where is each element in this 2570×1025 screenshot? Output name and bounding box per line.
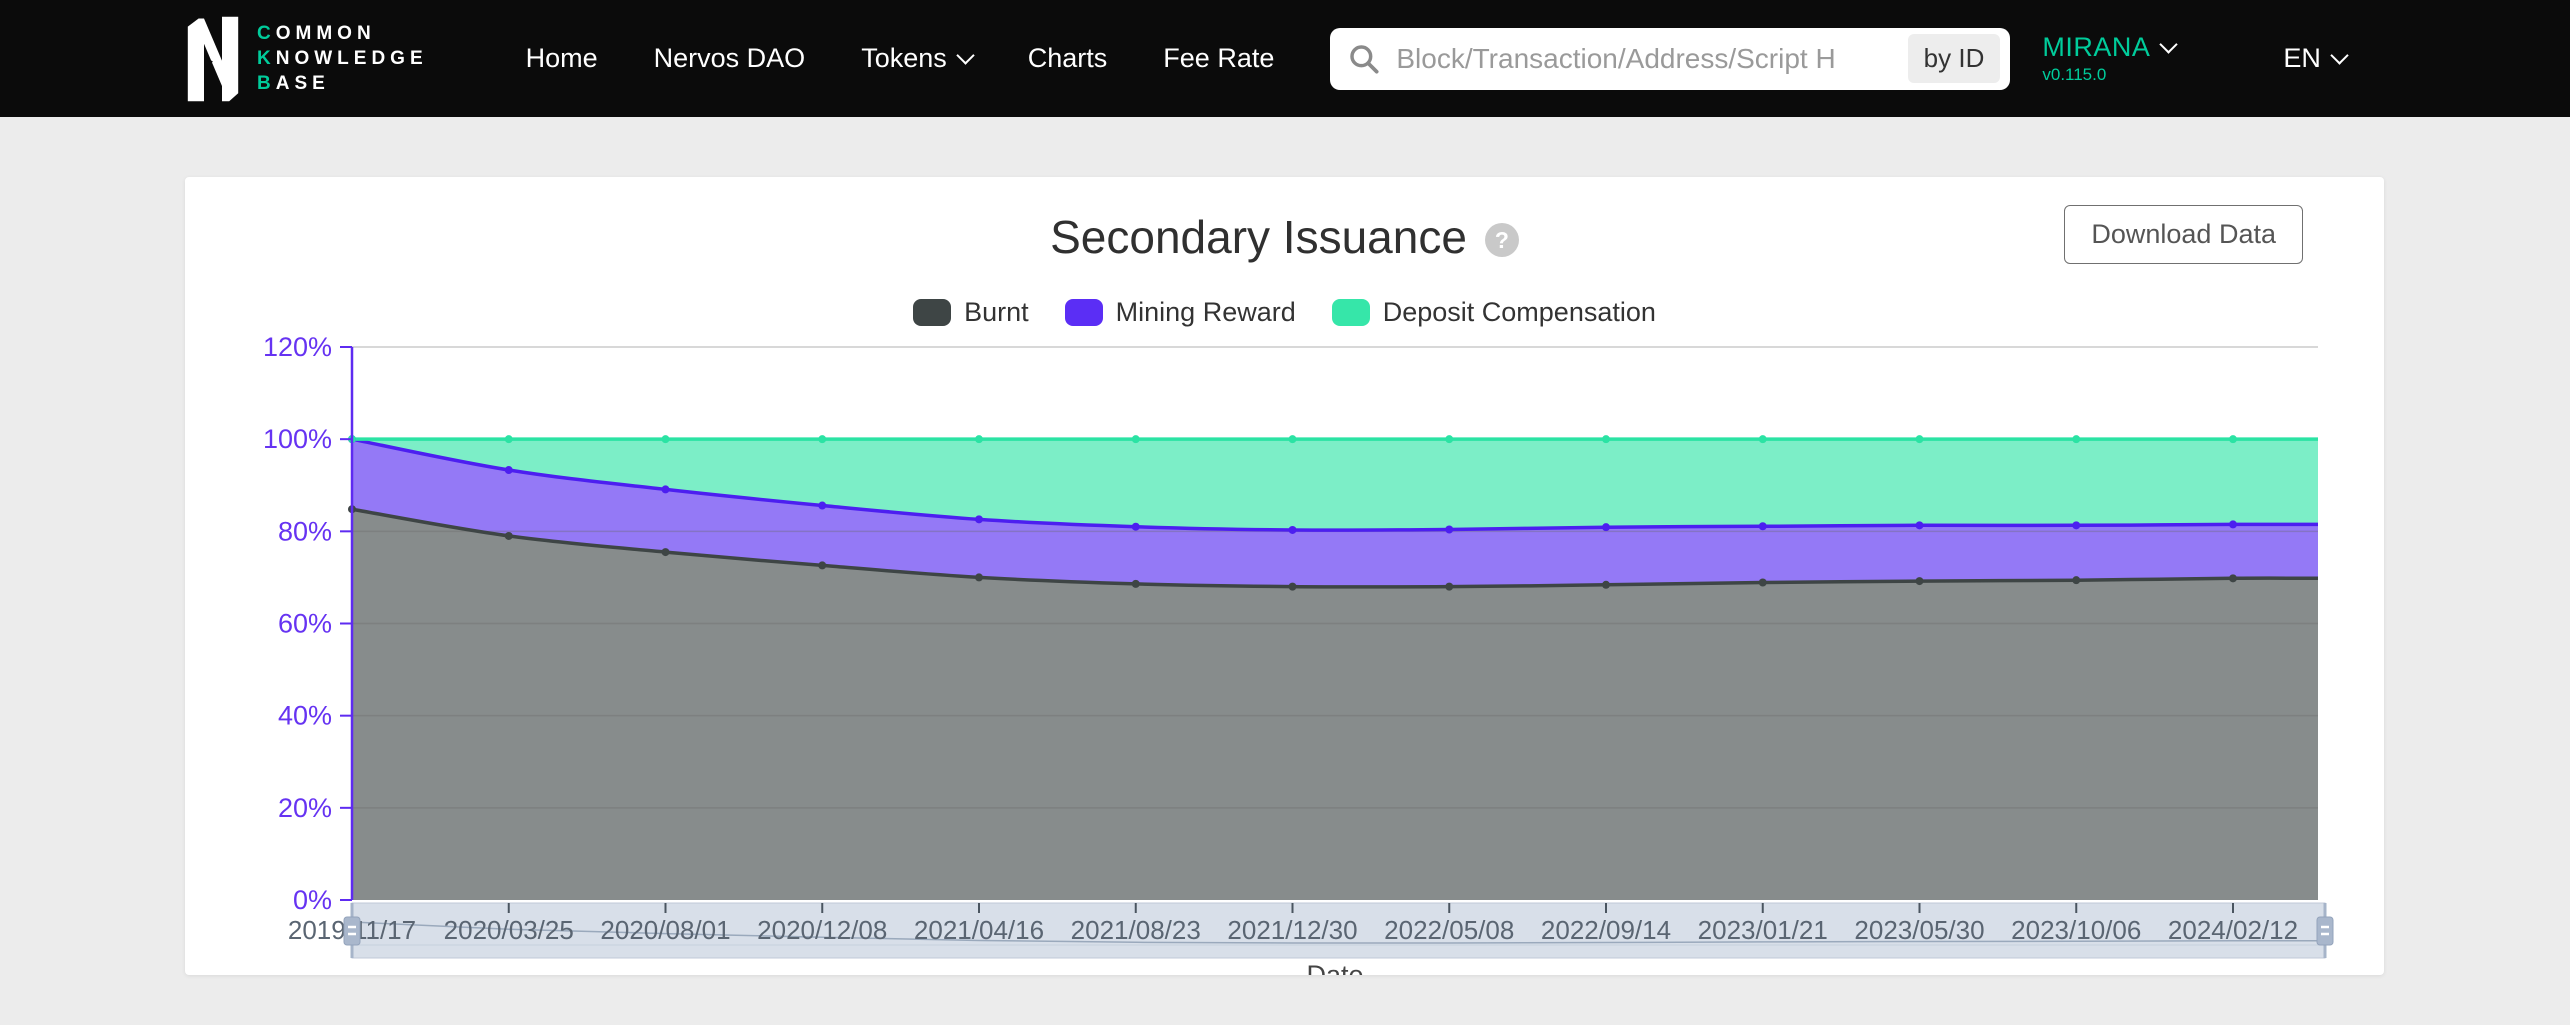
download-data-button[interactable]: Download Data [2064, 205, 2303, 264]
svg-text:2023/10/06: 2023/10/06 [2011, 915, 2141, 945]
top-nav: COMMON KNOWLEDGE BASE Home Nervos DAO To… [0, 0, 2570, 117]
search-bar: by ID [1330, 27, 2011, 90]
nav-charts[interactable]: Charts [1027, 43, 1108, 73]
chevron-down-icon [2330, 45, 2349, 65]
help-icon[interactable]: ? [1484, 223, 1519, 257]
stacked-areas [352, 439, 2318, 900]
legend-item-deposit-compensation[interactable]: Deposit Compensation [1331, 297, 1656, 328]
chart-title-row: Secondary Issuance ? [185, 210, 2384, 264]
area-burnt [352, 509, 2318, 900]
chart-card: 0%20%40%60%80%100%120%2019/11/172020/03/… [185, 177, 2384, 975]
area-mining-reward [352, 439, 2318, 587]
nav-tokens[interactable]: Tokens [861, 43, 975, 74]
chevron-down-icon [956, 45, 975, 65]
datazoom-slider[interactable] [351, 902, 2326, 959]
ckb-logo[interactable]: COMMON KNOWLEDGE BASE [185, 14, 428, 104]
network-version: v0.115.0 [2042, 65, 2107, 84]
language-selector[interactable]: EN [2283, 43, 2349, 74]
line-burnt [351, 507, 2319, 589]
language-label: EN [2283, 43, 2321, 73]
network-name: MIRANA [2042, 32, 2151, 62]
ckb-logo-text: COMMON KNOWLEDGE BASE [257, 22, 428, 95]
legend-swatch-burnt [913, 299, 952, 326]
svg-text:2024/02/12: 2024/02/12 [2168, 915, 2298, 945]
datazoom-preview-line [351, 921, 2318, 944]
secondary-issuance-chart: 0%20%40%60%80%100%120%2019/11/172020/03/… [263, 332, 2334, 959]
legend-item-burnt[interactable]: Burnt [913, 297, 1029, 328]
svg-text:80%: 80% [278, 516, 332, 546]
svg-text:40%: 40% [278, 701, 332, 731]
line-mining-reward [351, 437, 2319, 532]
series-lines [351, 437, 2319, 589]
nav-nervos-dao[interactable]: Nervos DAO [653, 43, 806, 73]
search-by-id-button[interactable]: by ID [1907, 34, 2001, 83]
svg-text:2020/03/25: 2020/03/25 [444, 915, 574, 945]
svg-text:2022/05/08: 2022/05/08 [1384, 915, 1514, 945]
svg-text:60%: 60% [278, 609, 332, 639]
svg-text:100%: 100% [263, 424, 332, 454]
chevron-down-icon [2159, 34, 2179, 54]
x-axis-labels: 2019/11/172020/03/252020/08/012020/12/08… [288, 903, 2298, 945]
svg-text:2021/08/23: 2021/08/23 [1071, 915, 1201, 945]
x-axis-title: Date [1306, 960, 1364, 975]
svg-text:0%: 0% [293, 885, 332, 915]
search-input[interactable] [1394, 41, 1908, 76]
search-icon [1350, 44, 1379, 74]
svg-text:2022/09/14: 2022/09/14 [1541, 915, 1671, 945]
page-title: Secondary Issuance [1050, 211, 1467, 263]
legend-item-mining-reward[interactable]: Mining Reward [1064, 297, 1296, 328]
network-selector[interactable]: MIRANA v0.115.0 [2042, 32, 2179, 85]
svg-text:2020/08/01: 2020/08/01 [600, 915, 730, 945]
datazoom-handle-right[interactable] [2316, 903, 2334, 958]
nav-fee-rate[interactable]: Fee Rate [1163, 43, 1275, 73]
svg-text:20%: 20% [278, 793, 332, 823]
legend-swatch-mining-reward [1064, 299, 1103, 326]
y-axis: 0% 20% 40% 60% 80% 100% 120% [263, 332, 354, 915]
main-nav: Home Nervos DAO Tokens Charts Fee Rate [526, 43, 1275, 74]
chart-legend: Burnt Mining Reward Deposit Compensation [185, 297, 2384, 328]
datazoom-handle-left[interactable] [343, 903, 361, 958]
ckb-logo-icon [187, 16, 239, 101]
svg-text:2023/05/30: 2023/05/30 [1854, 915, 1984, 945]
svg-text:2021/04/16: 2021/04/16 [914, 915, 1044, 945]
svg-text:2023/01/21: 2023/01/21 [1698, 915, 1828, 945]
svg-text:2020/12/08: 2020/12/08 [757, 915, 887, 945]
data-points [348, 435, 2237, 591]
legend-swatch-deposit-compensation [1331, 299, 1370, 326]
svg-text:120%: 120% [263, 332, 332, 362]
nav-home[interactable]: Home [525, 43, 598, 73]
svg-text:2021/12/30: 2021/12/30 [1227, 915, 1357, 945]
